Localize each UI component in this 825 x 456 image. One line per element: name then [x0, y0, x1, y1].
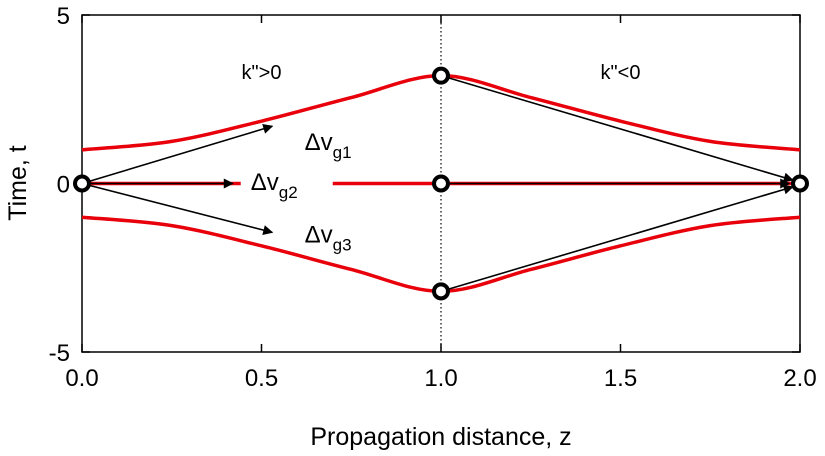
arrow-3 [81, 182, 274, 235]
y-tick-label: 0 [57, 172, 70, 199]
x-tick-label: 0.5 [245, 365, 278, 392]
arrow-4 [440, 74, 794, 183]
arrow-6 [440, 184, 794, 293]
dv-label-2: Δvg2 [251, 169, 298, 202]
x-tick-label: 1.5 [604, 365, 637, 392]
data-point-2 [432, 66, 450, 85]
label-bg [240, 164, 333, 207]
series-line-1 [81, 73, 801, 152]
dv-label-3: Δvg3 [305, 221, 352, 254]
annotation-1: k">0 [242, 62, 282, 84]
x-tick-label: 2.0 [783, 365, 816, 392]
y-axis-title: Time, t [4, 145, 32, 221]
x-axis-title: Propagation distance, z [310, 423, 571, 451]
data-point-5 [791, 174, 809, 193]
data-point-3 [432, 174, 450, 193]
y-tick-label: -5 [49, 340, 70, 367]
data-point-1 [73, 174, 91, 193]
y-tick-label: 5 [57, 3, 70, 30]
data-point-4 [432, 282, 450, 301]
x-tick-label: 0.0 [65, 365, 98, 392]
arrow-1 [81, 124, 274, 185]
annotation-2: k"<0 [601, 62, 641, 84]
dv-label-1: Δvg1 [305, 129, 352, 162]
x-tick-label: 1.0 [424, 365, 457, 392]
